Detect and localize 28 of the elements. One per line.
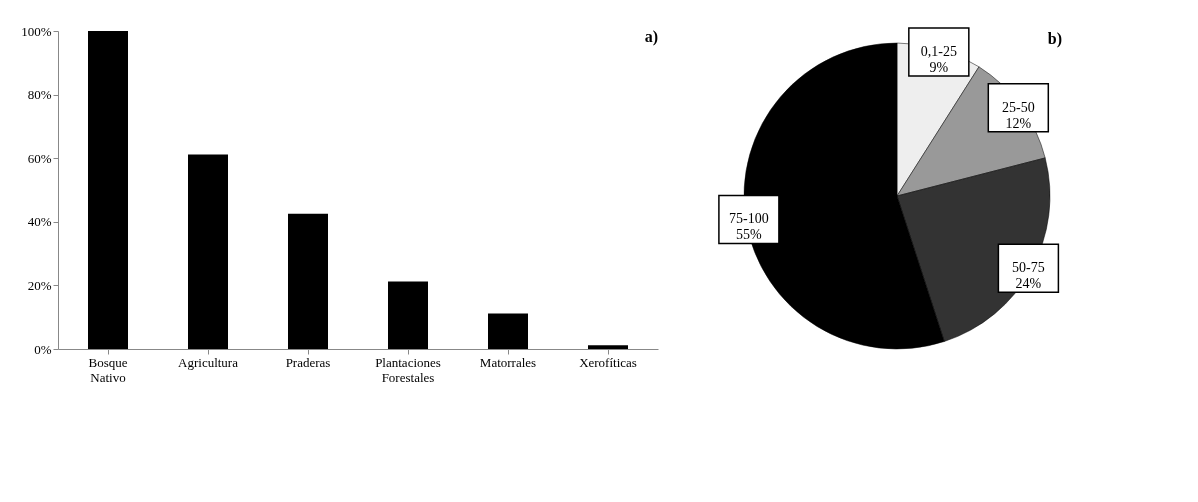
y-tick-label: 0% <box>34 341 52 357</box>
data-label: 55% <box>736 227 763 243</box>
y-tick-label: 20% <box>27 277 52 293</box>
y-tick-label: 80% <box>27 87 52 103</box>
data-label: 12% <box>1005 115 1032 131</box>
x-tick-label: Agricultura <box>178 354 239 370</box>
bar <box>288 213 328 349</box>
bar <box>588 345 628 349</box>
data-label: 9% <box>929 60 949 76</box>
y-tick-label: 100% <box>21 23 52 39</box>
slice-label: 75-100 <box>729 211 769 227</box>
data-label: 24% <box>1015 276 1042 292</box>
slice-label: 50-75 <box>1012 260 1045 276</box>
x-tick-label: Matorrales <box>479 354 537 370</box>
y-tick-label: 40% <box>27 214 52 230</box>
bar <box>188 154 228 349</box>
slice-label: 25-50 <box>1001 99 1035 115</box>
x-tick-label: Bosque Nativo <box>88 354 128 385</box>
bar <box>388 281 428 349</box>
bar <box>488 313 528 349</box>
x-tick-label: Xerofíticas <box>579 354 637 370</box>
slice-label: 0,1-25 <box>920 44 957 60</box>
x-tick-label: Plantaciones Forestales <box>375 354 441 385</box>
chart-title: b) <box>1047 30 1062 49</box>
x-tick-label: Praderas <box>285 354 331 370</box>
bar <box>88 31 128 349</box>
chart-title: a) <box>644 28 658 46</box>
y-tick-label: 60% <box>27 150 52 166</box>
